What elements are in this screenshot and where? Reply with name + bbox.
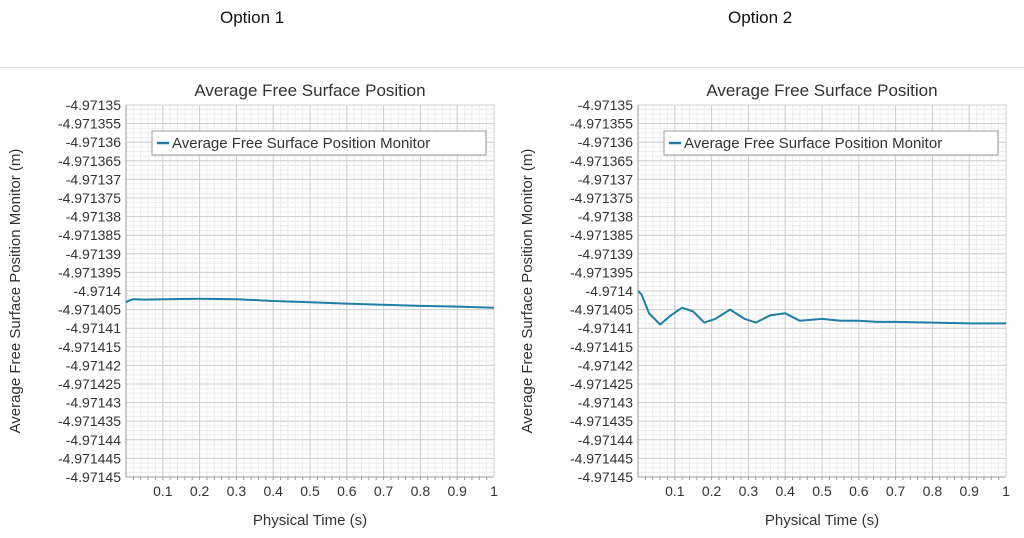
x-tick-label: 0.6 <box>849 483 869 499</box>
y-tick-label: -4.97141 <box>66 320 121 336</box>
y-tick-label: -4.971445 <box>58 450 121 466</box>
x-tick-label: 0.7 <box>886 483 906 499</box>
y-tick-label: -4.971395 <box>58 264 121 280</box>
y-tick-label: -4.97137 <box>578 171 633 187</box>
x-tick-label: 0.2 <box>702 483 722 499</box>
x-axis-label: Physical Time (s) <box>253 512 367 529</box>
y-tick-label: -4.971415 <box>570 339 633 355</box>
y-tick-label: -4.971355 <box>58 116 121 132</box>
chart-panel-2: 0.1 0.2 0.3 0.4 0.5 0.6 0.7 0.8 0.9 1 -4.97135 -4.9… <box>512 72 1024 533</box>
series-line <box>637 290 1006 326</box>
x-tick-label: 0.9 <box>959 483 979 499</box>
y-tick-label: -4.971435 <box>58 413 121 429</box>
option-2-label: Option 2 <box>728 8 793 27</box>
y-tick-label: -4.971375 <box>570 190 633 206</box>
y-tick-label: -4.97144 <box>578 432 633 448</box>
y-tick-label: -4.971385 <box>58 227 121 243</box>
x-tick-label: 0.7 <box>374 483 394 499</box>
y-tick-label: -4.97143 <box>578 395 633 411</box>
y-tick-label: -4.97139 <box>66 246 121 262</box>
x-tick-label: 0.3 <box>227 483 247 499</box>
x-tick-label: 0.1 <box>153 483 173 499</box>
chart-title: Average Free Surface Position <box>194 81 425 100</box>
x-tick-label: 0.1 <box>665 483 685 499</box>
y-tick-label: -4.971365 <box>570 153 633 169</box>
y-tick-label: -4.97136 <box>578 134 633 150</box>
chart-panel-1: 0.1 0.2 0.3 0.4 0.5 0.6 0.7 0.8 0.9 1 -4.97135 -4.9… <box>0 72 512 533</box>
y-tick-label: -4.971375 <box>58 190 121 206</box>
y-tick-label: -4.97138 <box>66 209 121 225</box>
x-tick-label: 0.5 <box>300 483 320 499</box>
y-tick-label: -4.97135 <box>66 97 121 113</box>
y-tick-label: -4.971415 <box>58 339 121 355</box>
y-tick-label: -4.97139 <box>578 246 633 262</box>
chart-1: 0.1 0.2 0.3 0.4 0.5 0.6 0.7 0.8 0.9 1 -4.97135 -4.9… <box>7 81 498 529</box>
chart-title: Average Free Surface Position <box>706 81 937 100</box>
y-tick-label: -4.97142 <box>66 357 121 373</box>
y-tick-label: -4.97141 <box>578 320 633 336</box>
y-tick-label: -4.971355 <box>570 116 633 132</box>
x-tick-label: 0.6 <box>337 483 357 499</box>
y-tick-label: -4.971425 <box>58 376 121 392</box>
series-line <box>125 297 495 309</box>
x-tick-label: 1 <box>1002 483 1010 499</box>
y-axis-label: Average Free Surface Position Monitor (m… <box>7 149 24 434</box>
y-tick-label: -4.971435 <box>570 413 633 429</box>
header-divider <box>0 67 1024 68</box>
y-tick-label: -4.97138 <box>578 209 633 225</box>
x-tick-label: 0.8 <box>923 483 943 499</box>
y-tick-label: -4.971405 <box>58 302 121 318</box>
y-tick-label: -4.97144 <box>66 432 121 448</box>
x-tick-label: 0.2 <box>190 483 210 499</box>
legend-label: Average Free Surface Position Monitor <box>684 135 942 152</box>
y-tick-label: -4.97135 <box>578 97 633 113</box>
x-tick-label: 0.9 <box>447 483 467 499</box>
y-tick-label: -4.971365 <box>58 153 121 169</box>
x-axis-label: Physical Time (s) <box>765 512 879 529</box>
legend-box <box>151 130 487 156</box>
y-tick-label: -4.97145 <box>578 469 633 485</box>
y-tick-label: -4.971395 <box>570 264 633 280</box>
y-tick-label: -4.9714 <box>74 283 122 299</box>
x-tick-label: 0.3 <box>739 483 759 499</box>
y-tick-label: -4.97145 <box>66 469 121 485</box>
y-tick-label: -4.971425 <box>570 376 633 392</box>
x-tick-label: 1 <box>490 483 498 499</box>
y-tick-label: -4.971385 <box>570 227 633 243</box>
x-tick-label: 0.4 <box>775 483 795 499</box>
legend-box <box>663 130 999 156</box>
y-tick-label: -4.97136 <box>66 134 121 150</box>
y-tick-label: -4.97142 <box>578 357 633 373</box>
x-tick-label: 0.4 <box>263 483 283 499</box>
chart-2: 0.1 0.2 0.3 0.4 0.5 0.6 0.7 0.8 0.9 1 -4.97135 -4.9… <box>519 81 1010 529</box>
y-tick-label: -4.97143 <box>66 395 121 411</box>
x-tick-label: 0.8 <box>411 483 431 499</box>
y-tick-label: -4.97137 <box>66 171 121 187</box>
y-tick-label: -4.971405 <box>570 302 633 318</box>
y-tick-label: -4.971445 <box>570 450 633 466</box>
option-1-label: Option 1 <box>220 8 285 27</box>
x-tick-label: 0.5 <box>812 483 832 499</box>
y-tick-label: -4.9714 <box>586 283 634 299</box>
legend-label: Average Free Surface Position Monitor <box>172 135 430 152</box>
y-axis-label: Average Free Surface Position Monitor (m… <box>519 149 536 434</box>
